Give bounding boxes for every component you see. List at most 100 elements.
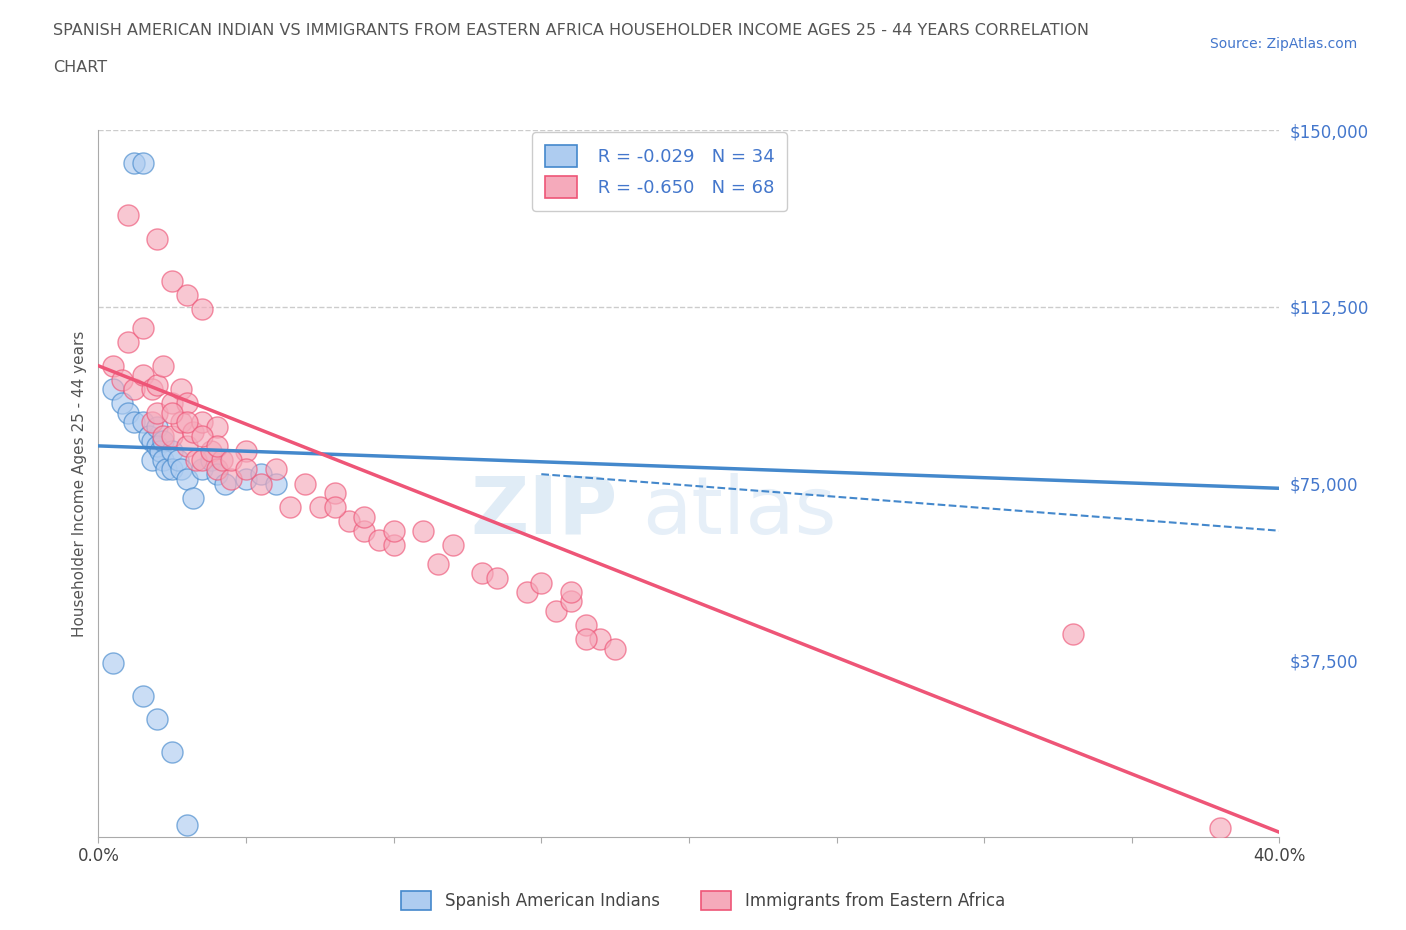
Point [162,405,183,420]
Point [353,509,375,524]
Point [181,490,204,505]
Legend:  R = -0.029   N = 34,  R = -0.650   N = 68: R = -0.029 N = 34, R = -0.650 N = 68 [531,132,787,210]
Point [138,429,160,444]
Text: ZIP: ZIP [471,472,619,551]
Point [132,415,155,430]
Point [122,155,145,170]
Point [353,524,375,538]
Point [111,396,134,411]
Point [141,415,163,430]
Point [205,467,228,482]
Point [170,415,193,430]
Point [441,538,464,552]
Point [560,585,582,600]
Point [162,745,183,760]
Point [1062,627,1084,642]
Point [146,378,169,392]
Point [141,382,163,397]
Point [221,472,243,486]
Point [200,453,222,468]
Point [575,618,598,632]
Point [191,453,214,468]
Text: CHART: CHART [53,60,107,75]
Point [382,538,405,552]
Point [132,321,155,336]
Point [412,524,434,538]
Point [141,433,163,448]
Point [103,358,125,373]
Point [162,462,183,477]
Y-axis label: Householder Income Ages 25 - 44 years: Householder Income Ages 25 - 44 years [72,330,87,637]
Point [117,207,139,222]
Point [589,631,612,646]
Point [170,382,193,397]
Point [530,575,553,590]
Point [146,232,169,246]
Point [205,438,228,453]
Point [214,476,236,491]
Point [264,476,287,491]
Point [176,396,198,411]
Point [294,476,316,491]
Point [155,462,177,477]
Point [560,594,582,609]
Point [146,419,169,434]
Point [575,631,598,646]
Point [176,287,198,302]
Point [152,429,174,444]
Point [170,462,193,477]
Point [146,438,169,453]
Point [250,467,273,482]
Point [309,499,332,514]
Point [235,462,257,477]
Point [323,485,346,500]
Point [141,453,163,468]
Point [235,472,257,486]
Point [176,438,198,453]
Point [211,453,233,468]
Point [132,688,155,703]
Point [149,444,172,458]
Text: SPANISH AMERICAN INDIAN VS IMMIGRANTS FROM EASTERN AFRICA HOUSEHOLDER INCOME AGE: SPANISH AMERICAN INDIAN VS IMMIGRANTS FR… [53,23,1090,38]
Text: Source: ZipAtlas.com: Source: ZipAtlas.com [1209,37,1357,51]
Point [162,273,183,288]
Point [162,444,183,458]
Point [516,585,538,600]
Point [176,817,198,832]
Point [122,415,145,430]
Text: atlas: atlas [641,472,837,551]
Point [605,641,627,656]
Point [103,382,125,397]
Point [339,514,361,529]
Legend: Spanish American Indians, Immigrants from Eastern Africa: Spanish American Indians, Immigrants fro… [395,884,1011,917]
Point [167,453,190,468]
Point [176,472,198,486]
Point [122,382,145,397]
Point [546,604,568,618]
Point [235,444,257,458]
Point [1209,820,1232,835]
Point [111,373,134,388]
Point [191,462,214,477]
Point [280,499,302,514]
Point [191,429,214,444]
Point [132,367,155,382]
Point [184,453,207,468]
Point [250,476,273,491]
Point [427,556,450,571]
Point [264,462,287,477]
Point [191,302,214,317]
Point [162,396,183,411]
Point [486,570,509,585]
Point [152,358,174,373]
Point [176,415,198,430]
Point [132,155,155,170]
Point [103,656,125,671]
Point [191,415,214,430]
Point [368,533,391,548]
Point [146,711,169,726]
Point [181,424,204,439]
Point [205,462,228,477]
Point [152,433,174,448]
Point [146,405,169,420]
